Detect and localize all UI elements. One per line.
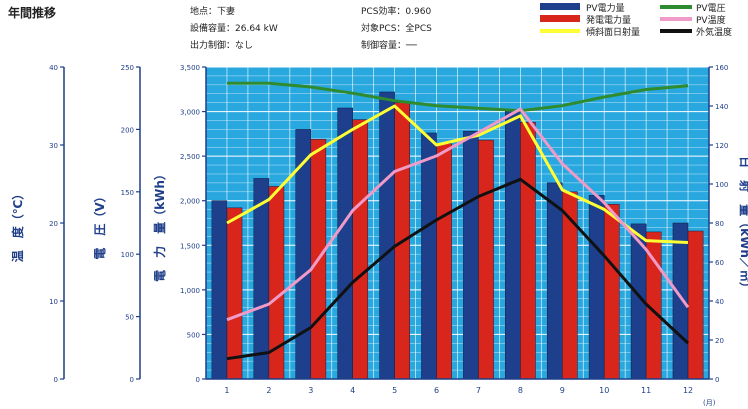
temp-tick-label: 30	[49, 142, 58, 150]
legend-swatch-gen-energy	[540, 15, 580, 22]
x-tick-label: 10	[599, 386, 609, 395]
x-tick-label: 1	[224, 386, 229, 395]
legend-label-outside-temp: 外気温度	[696, 26, 732, 38]
bar-pv-energy	[672, 222, 689, 380]
energy-tick-label: 3,000	[180, 109, 200, 117]
volt-tick-label: 0	[130, 376, 134, 384]
x-tick-label: 9	[560, 386, 565, 395]
x-tick-label: 8	[518, 386, 523, 395]
info-target-pcs: 対象PCS：全PCS	[361, 22, 432, 34]
temp-tick-label: 40	[49, 64, 58, 72]
bar-gen-energy	[352, 119, 369, 380]
bar-pv-energy	[211, 200, 228, 380]
bar-pv-energy	[463, 130, 479, 380]
x-tick-label: 11	[641, 386, 651, 395]
legend-label-pv-temp: PV温度	[696, 14, 726, 26]
energy-tick-label: 3,500	[180, 64, 200, 72]
temp-axis-title: 温 度（℃）	[10, 188, 25, 263]
legend-label-irradiance: 傾斜面日射量	[586, 26, 640, 38]
irr-tick-label: 140	[715, 103, 728, 111]
volt-tick-label: 250	[121, 64, 134, 72]
irr-tick-label: 100	[715, 181, 728, 189]
grid	[205, 66, 710, 380]
line-outside-temp	[226, 177, 690, 361]
x-tick-label: 3	[308, 386, 313, 395]
x-tick-label: 2	[266, 386, 271, 395]
bar-gen-energy	[687, 230, 704, 380]
bar-gen-energy	[603, 204, 620, 380]
info-pcs-eff: PCS効率：0.960	[361, 5, 431, 17]
axes: 01020304005010015020025005001,0001,5002,…	[49, 64, 728, 395]
volt-tick-label: 200	[121, 126, 134, 134]
temp-tick-label: 0	[54, 376, 58, 384]
volt-tick-label: 50	[125, 314, 134, 322]
energy-tick-label: 500	[187, 331, 200, 339]
bar-gen-energy	[520, 122, 536, 380]
legend: PV電力量 発電電力量 傾斜面日射量 PV電圧 PV温度 外気温度	[540, 2, 732, 38]
bar-gen-energy	[226, 207, 243, 380]
legend-swatch-pv-energy	[540, 3, 580, 10]
volt-tick-label: 100	[121, 251, 134, 259]
bar-pv-energy	[379, 91, 395, 380]
x-tick-label: 12	[683, 386, 693, 395]
info-location: 地点：下妻	[190, 5, 235, 17]
line-irradiance	[226, 104, 689, 244]
bar-pv-energy	[505, 110, 521, 380]
irr-tick-label: 120	[715, 142, 728, 150]
legend-label-pv-voltage: PV電圧	[696, 3, 726, 14]
temp-tick-label: 20	[49, 220, 58, 228]
irr-tick-label: 40	[715, 298, 724, 306]
info-output-limit: 出力制御：なし	[190, 39, 253, 51]
energy-axis-title: 電 力 量（kWh）	[152, 168, 167, 282]
irr-tick-label: 80	[715, 220, 724, 228]
energy-tick-label: 2,500	[180, 153, 200, 161]
energy-tick-label: 1,500	[180, 242, 200, 250]
volt-axis-title: 電 圧（V）	[92, 190, 107, 259]
bar-pv-energy	[337, 107, 353, 380]
irr-axis-title: 日 射 量（kWh／㎡）	[738, 156, 748, 294]
lines	[226, 81, 690, 361]
line-pv-voltage	[227, 81, 689, 113]
temp-tick-label: 10	[49, 298, 58, 306]
x-tick-label: 6	[434, 386, 439, 395]
x-tick-label: 4	[350, 386, 355, 395]
irr-tick-label: 20	[715, 337, 724, 345]
energy-tick-label: 1,000	[180, 287, 200, 295]
energy-tick-label: 0	[196, 376, 200, 384]
info-capacity: 設備容量：26.64 kW	[190, 22, 278, 34]
bar-pv-energy	[421, 132, 437, 380]
bars	[211, 91, 704, 380]
bar-pv-energy	[588, 195, 605, 380]
irr-tick-label: 160	[715, 64, 728, 72]
irr-tick-label: 0	[715, 376, 719, 384]
x-unit-label: (月)	[703, 399, 716, 407]
volt-tick-label: 150	[121, 189, 134, 197]
info-limit-cap: 制御容量：──	[361, 39, 417, 51]
line-pv-temp	[226, 107, 690, 322]
bar-gen-energy	[478, 139, 494, 380]
energy-tick-label: 2,000	[180, 198, 200, 206]
irr-tick-label: 60	[715, 259, 724, 267]
bar-gen-energy	[436, 143, 452, 380]
page-title: 年間推移	[8, 5, 56, 20]
legend-label-gen-energy: 発電電力量	[586, 14, 631, 26]
x-tick-label: 5	[392, 386, 397, 395]
bar-pv-energy	[253, 178, 270, 380]
x-tick-label: 7	[476, 386, 481, 395]
legend-label-pv-energy: PV電力量	[586, 2, 625, 14]
bar-pv-energy	[546, 182, 563, 380]
